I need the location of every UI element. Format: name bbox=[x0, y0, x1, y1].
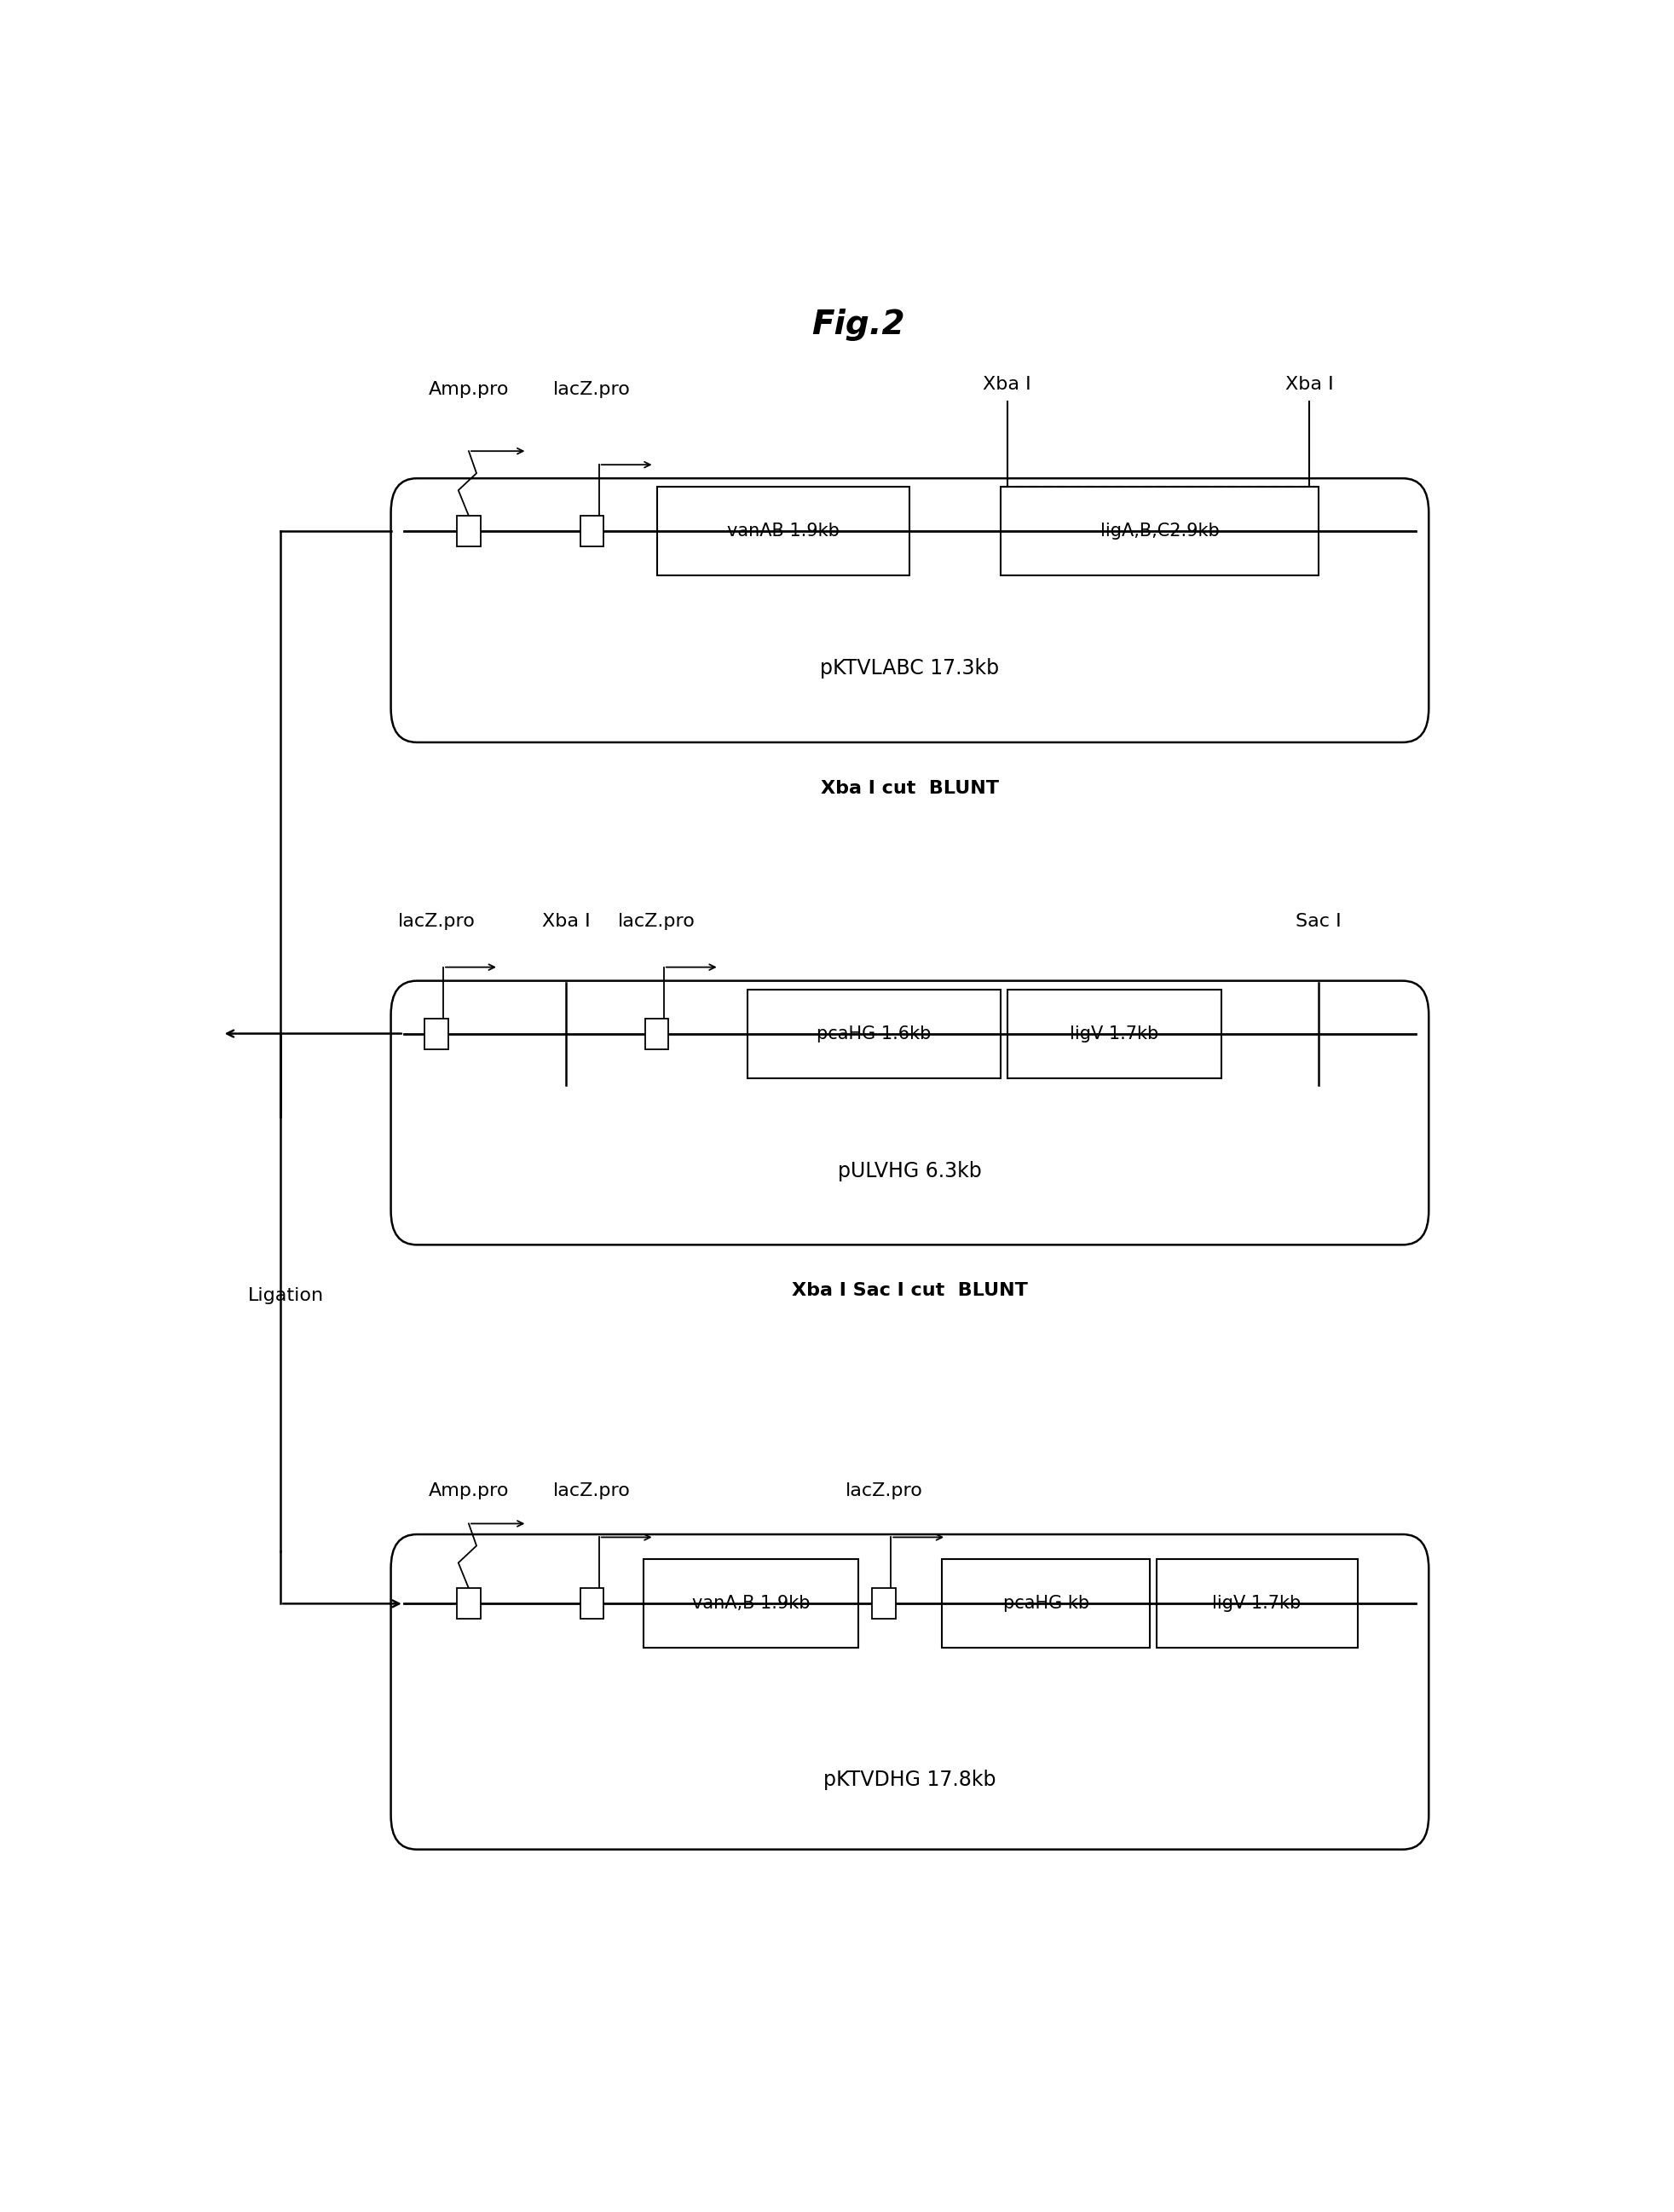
Text: pKTVLABC 17.3kb: pKTVLABC 17.3kb bbox=[820, 659, 999, 679]
Text: Xba I: Xba I bbox=[1286, 376, 1334, 394]
Bar bbox=[942, 1559, 1150, 1648]
Text: Amp.pro: Amp.pro bbox=[429, 380, 509, 398]
Text: lacZ.pro: lacZ.pro bbox=[618, 914, 696, 929]
Text: Xba I Sac I cut  BLUNT: Xba I Sac I cut BLUNT bbox=[792, 1283, 1028, 1298]
Text: vanAB 1.9kb: vanAB 1.9kb bbox=[727, 522, 840, 540]
Text: Xba I: Xba I bbox=[983, 376, 1031, 394]
Text: ligV 1.7kb: ligV 1.7kb bbox=[1212, 1595, 1301, 1613]
Text: pKTVDHG 17.8kb: pKTVDHG 17.8kb bbox=[824, 1770, 996, 1790]
Text: lacZ.pro: lacZ.pro bbox=[552, 1482, 631, 1500]
Text: Ligation: Ligation bbox=[248, 1287, 325, 1305]
Text: Fig.2: Fig.2 bbox=[812, 310, 904, 341]
Bar bbox=[457, 515, 480, 546]
Bar bbox=[581, 1588, 604, 1619]
Text: Sac I: Sac I bbox=[1296, 914, 1341, 929]
Bar bbox=[1157, 1559, 1358, 1648]
Text: pcaHG 1.6kb: pcaHG 1.6kb bbox=[817, 1024, 931, 1042]
Text: lacZ.pro: lacZ.pro bbox=[845, 1482, 922, 1500]
Bar bbox=[748, 989, 1001, 1077]
Bar bbox=[457, 1588, 480, 1619]
Bar bbox=[872, 1588, 896, 1619]
Bar bbox=[656, 487, 911, 575]
Text: pcaHG kb: pcaHG kb bbox=[1003, 1595, 1090, 1613]
Text: pULVHG 6.3kb: pULVHG 6.3kb bbox=[839, 1161, 981, 1181]
Bar bbox=[1008, 989, 1220, 1077]
Bar bbox=[425, 1018, 449, 1048]
Bar bbox=[1001, 487, 1319, 575]
Text: ligV 1.7kb: ligV 1.7kb bbox=[1070, 1024, 1158, 1042]
Text: ligA,B,C2.9kb: ligA,B,C2.9kb bbox=[1100, 522, 1219, 540]
Text: Xba I: Xba I bbox=[542, 914, 591, 929]
Text: lacZ.pro: lacZ.pro bbox=[552, 380, 631, 398]
Bar bbox=[644, 1559, 859, 1648]
Bar bbox=[644, 1018, 668, 1048]
Bar bbox=[581, 515, 604, 546]
Text: vanA,B 1.9kb: vanA,B 1.9kb bbox=[691, 1595, 810, 1613]
Text: Xba I cut  BLUNT: Xba I cut BLUNT bbox=[820, 781, 999, 796]
Text: lacZ.pro: lacZ.pro bbox=[397, 914, 475, 929]
Text: Amp.pro: Amp.pro bbox=[429, 1482, 509, 1500]
